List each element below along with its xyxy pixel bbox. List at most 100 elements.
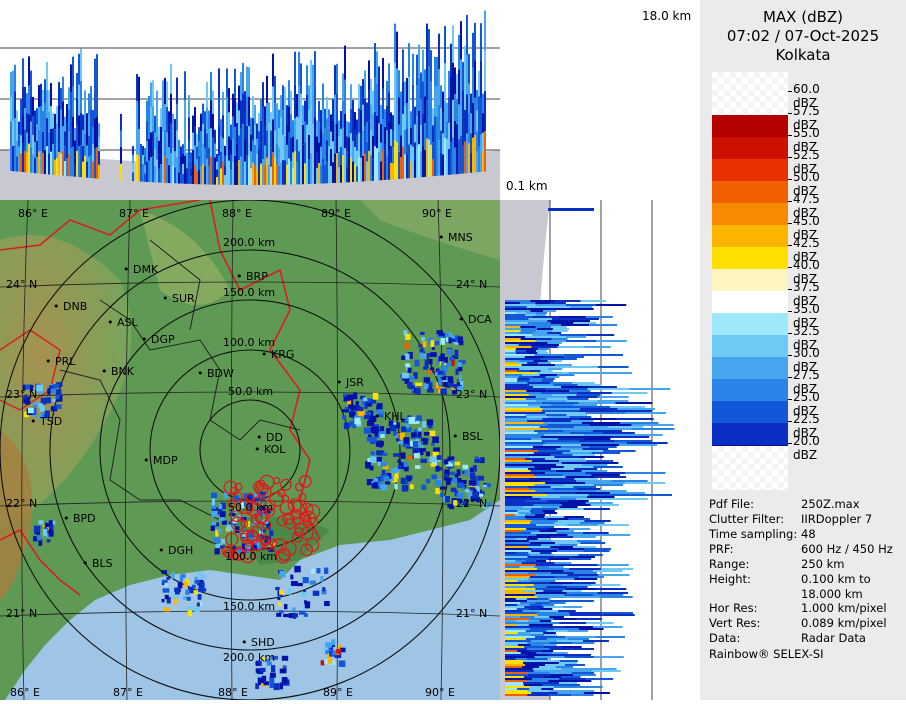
ns-echo <box>524 516 545 518</box>
radar-echo <box>444 469 450 475</box>
ew-echo <box>304 100 306 122</box>
lat-label: 23° N <box>6 388 38 401</box>
ew-echo <box>326 96 328 119</box>
ew-echo <box>166 106 168 133</box>
ns-echo <box>536 596 569 598</box>
radar-echo <box>219 545 226 549</box>
ns-echo <box>505 656 535 658</box>
ns-echo <box>583 508 610 510</box>
colorbar-swatch <box>712 423 788 445</box>
ew-echo <box>442 91 444 113</box>
ew-echo <box>138 76 140 103</box>
ns-echo <box>518 376 533 378</box>
ns-echo <box>547 332 562 334</box>
radar-echo <box>458 359 466 365</box>
ns-echo <box>505 666 523 668</box>
product-title: MAX (dBZ) <box>762 8 844 26</box>
ns-echo <box>530 470 557 472</box>
ns-echo <box>528 540 553 542</box>
ns-echo <box>567 574 599 576</box>
ns-echo <box>515 538 527 540</box>
ns-echo <box>533 584 563 586</box>
radar-echo <box>470 496 478 502</box>
radar-echo <box>380 434 385 438</box>
ns-echo <box>526 348 538 350</box>
ns-echo <box>571 648 594 650</box>
ns-echo <box>569 390 591 392</box>
ns-echo <box>576 392 612 394</box>
ns-echo <box>551 338 568 340</box>
ew-echo <box>352 100 354 121</box>
radar-echo <box>442 381 448 387</box>
city-label: • DNB <box>53 300 88 313</box>
ns-echo <box>593 570 623 572</box>
ew-echo <box>300 123 302 155</box>
ns-echo <box>573 486 597 488</box>
ns-echo <box>505 634 518 636</box>
radar-echo <box>438 332 445 337</box>
ns-echo <box>541 688 554 690</box>
ew-echo <box>314 84 316 118</box>
ew-echo <box>272 86 274 120</box>
ew-echo <box>152 105 154 132</box>
ew-echo <box>322 108 324 134</box>
ew-echo <box>348 137 350 153</box>
ns-echo <box>505 366 536 368</box>
ns-echo <box>505 336 526 338</box>
ew-echo <box>96 54 98 86</box>
ns-echo <box>505 394 529 396</box>
ns-echo <box>550 582 573 584</box>
ns-echo <box>601 612 634 614</box>
radar-echo <box>402 442 410 448</box>
sundarbans-mark <box>250 525 263 538</box>
radar-echo <box>440 366 448 373</box>
ew-echo <box>206 133 208 159</box>
ew-echo <box>274 103 276 131</box>
ew-echo <box>62 76 64 102</box>
ns-echo <box>519 616 535 618</box>
radar-echo <box>336 649 342 654</box>
ew-echo <box>248 67 250 97</box>
ns-echo <box>556 666 574 668</box>
ew-echo <box>446 156 448 175</box>
colorbar-label: 50.0 dBZ <box>793 170 820 198</box>
ns-echo <box>536 534 568 536</box>
radar-echo <box>370 427 374 433</box>
ew-echo <box>92 144 94 162</box>
ew-echo <box>428 139 430 177</box>
ns-echo <box>531 550 558 552</box>
ns-echo <box>505 456 530 458</box>
radar-echo <box>260 529 266 533</box>
ew-echo <box>168 111 170 130</box>
ew-echo <box>246 66 248 97</box>
ew-echo <box>262 82 264 108</box>
ns-echo <box>531 346 558 348</box>
ns-echo <box>505 644 518 646</box>
radar-echo <box>442 333 449 337</box>
ew-echo <box>302 125 304 145</box>
ew-echo <box>350 108 352 134</box>
radar-echo <box>425 478 431 484</box>
ew-echo <box>172 165 174 184</box>
ew-echo <box>466 15 468 55</box>
ns-echo <box>505 426 540 428</box>
radar-echo <box>38 403 43 408</box>
ns-echo <box>613 436 650 438</box>
radar-echo <box>322 587 326 592</box>
ns-echo <box>578 440 616 442</box>
ew-echo <box>200 113 202 132</box>
ew-echo <box>262 159 264 185</box>
colorbar-tick <box>788 157 792 158</box>
ns-echo <box>544 512 558 514</box>
radar-echo <box>450 460 457 464</box>
ns-echo <box>579 456 604 458</box>
radar-echo <box>266 522 271 529</box>
ew-echo <box>300 93 302 124</box>
radar-echo <box>373 478 379 482</box>
ew-echo <box>312 154 314 184</box>
ns-echo <box>505 558 527 560</box>
ew-echo <box>368 90 370 121</box>
ew-echo <box>162 131 164 158</box>
ns-echo <box>527 536 551 538</box>
ew-echo <box>40 128 42 152</box>
